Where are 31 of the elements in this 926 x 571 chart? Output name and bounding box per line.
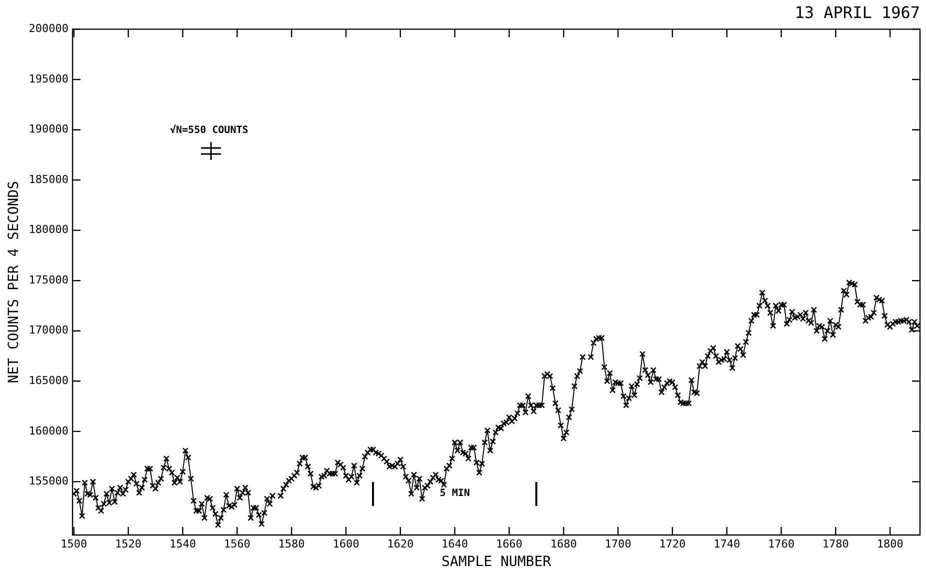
y-tick-label: 195000 [28, 72, 69, 86]
x-tick-label: 1620 [387, 537, 414, 550]
y-axis-title: NET COUNTS PER 4 SECONDS [6, 180, 22, 384]
y-tick-label: 200000 [28, 22, 69, 36]
annotation: 5 MIN [440, 488, 470, 499]
annotation: √N=550 COUNTS [170, 125, 248, 136]
x-axis-title: SAMPLE NUMBER [441, 554, 552, 570]
x-tick-label: 1500 [60, 537, 88, 550]
x-tick-label: 1660 [496, 537, 522, 550]
y-tick-label: 160000 [28, 424, 69, 438]
y-tick-label: 175000 [28, 273, 69, 286]
x-tick-label: 1760 [768, 537, 794, 550]
x-tick-label: 1800 [876, 537, 904, 550]
x-tick-label: 1600 [332, 537, 360, 550]
y-tick-label: 170000 [28, 324, 69, 337]
x-tick-label: 1640 [442, 537, 468, 550]
chart-title: 13 APRIL 1967 [794, 2, 920, 22]
x-tick-label: 1680 [550, 537, 577, 550]
x-tick-label: 1780 [822, 537, 849, 550]
x-tick-label: 1720 [659, 537, 686, 550]
x-tick-label: 1740 [714, 537, 740, 550]
y-tick-label: 165000 [28, 374, 69, 388]
x-tick-label: 1580 [278, 537, 305, 550]
x-tick-label: 1520 [115, 537, 142, 550]
y-tick-label: 180000 [28, 223, 69, 236]
x-tick-label: 1700 [604, 537, 632, 550]
y-tick-label: 190000 [28, 122, 69, 136]
y-tick-label: 155000 [28, 474, 69, 488]
x-tick-label: 1560 [224, 537, 250, 550]
y-tick-label: 185000 [28, 172, 69, 186]
x-tick-label: 1540 [169, 537, 196, 550]
